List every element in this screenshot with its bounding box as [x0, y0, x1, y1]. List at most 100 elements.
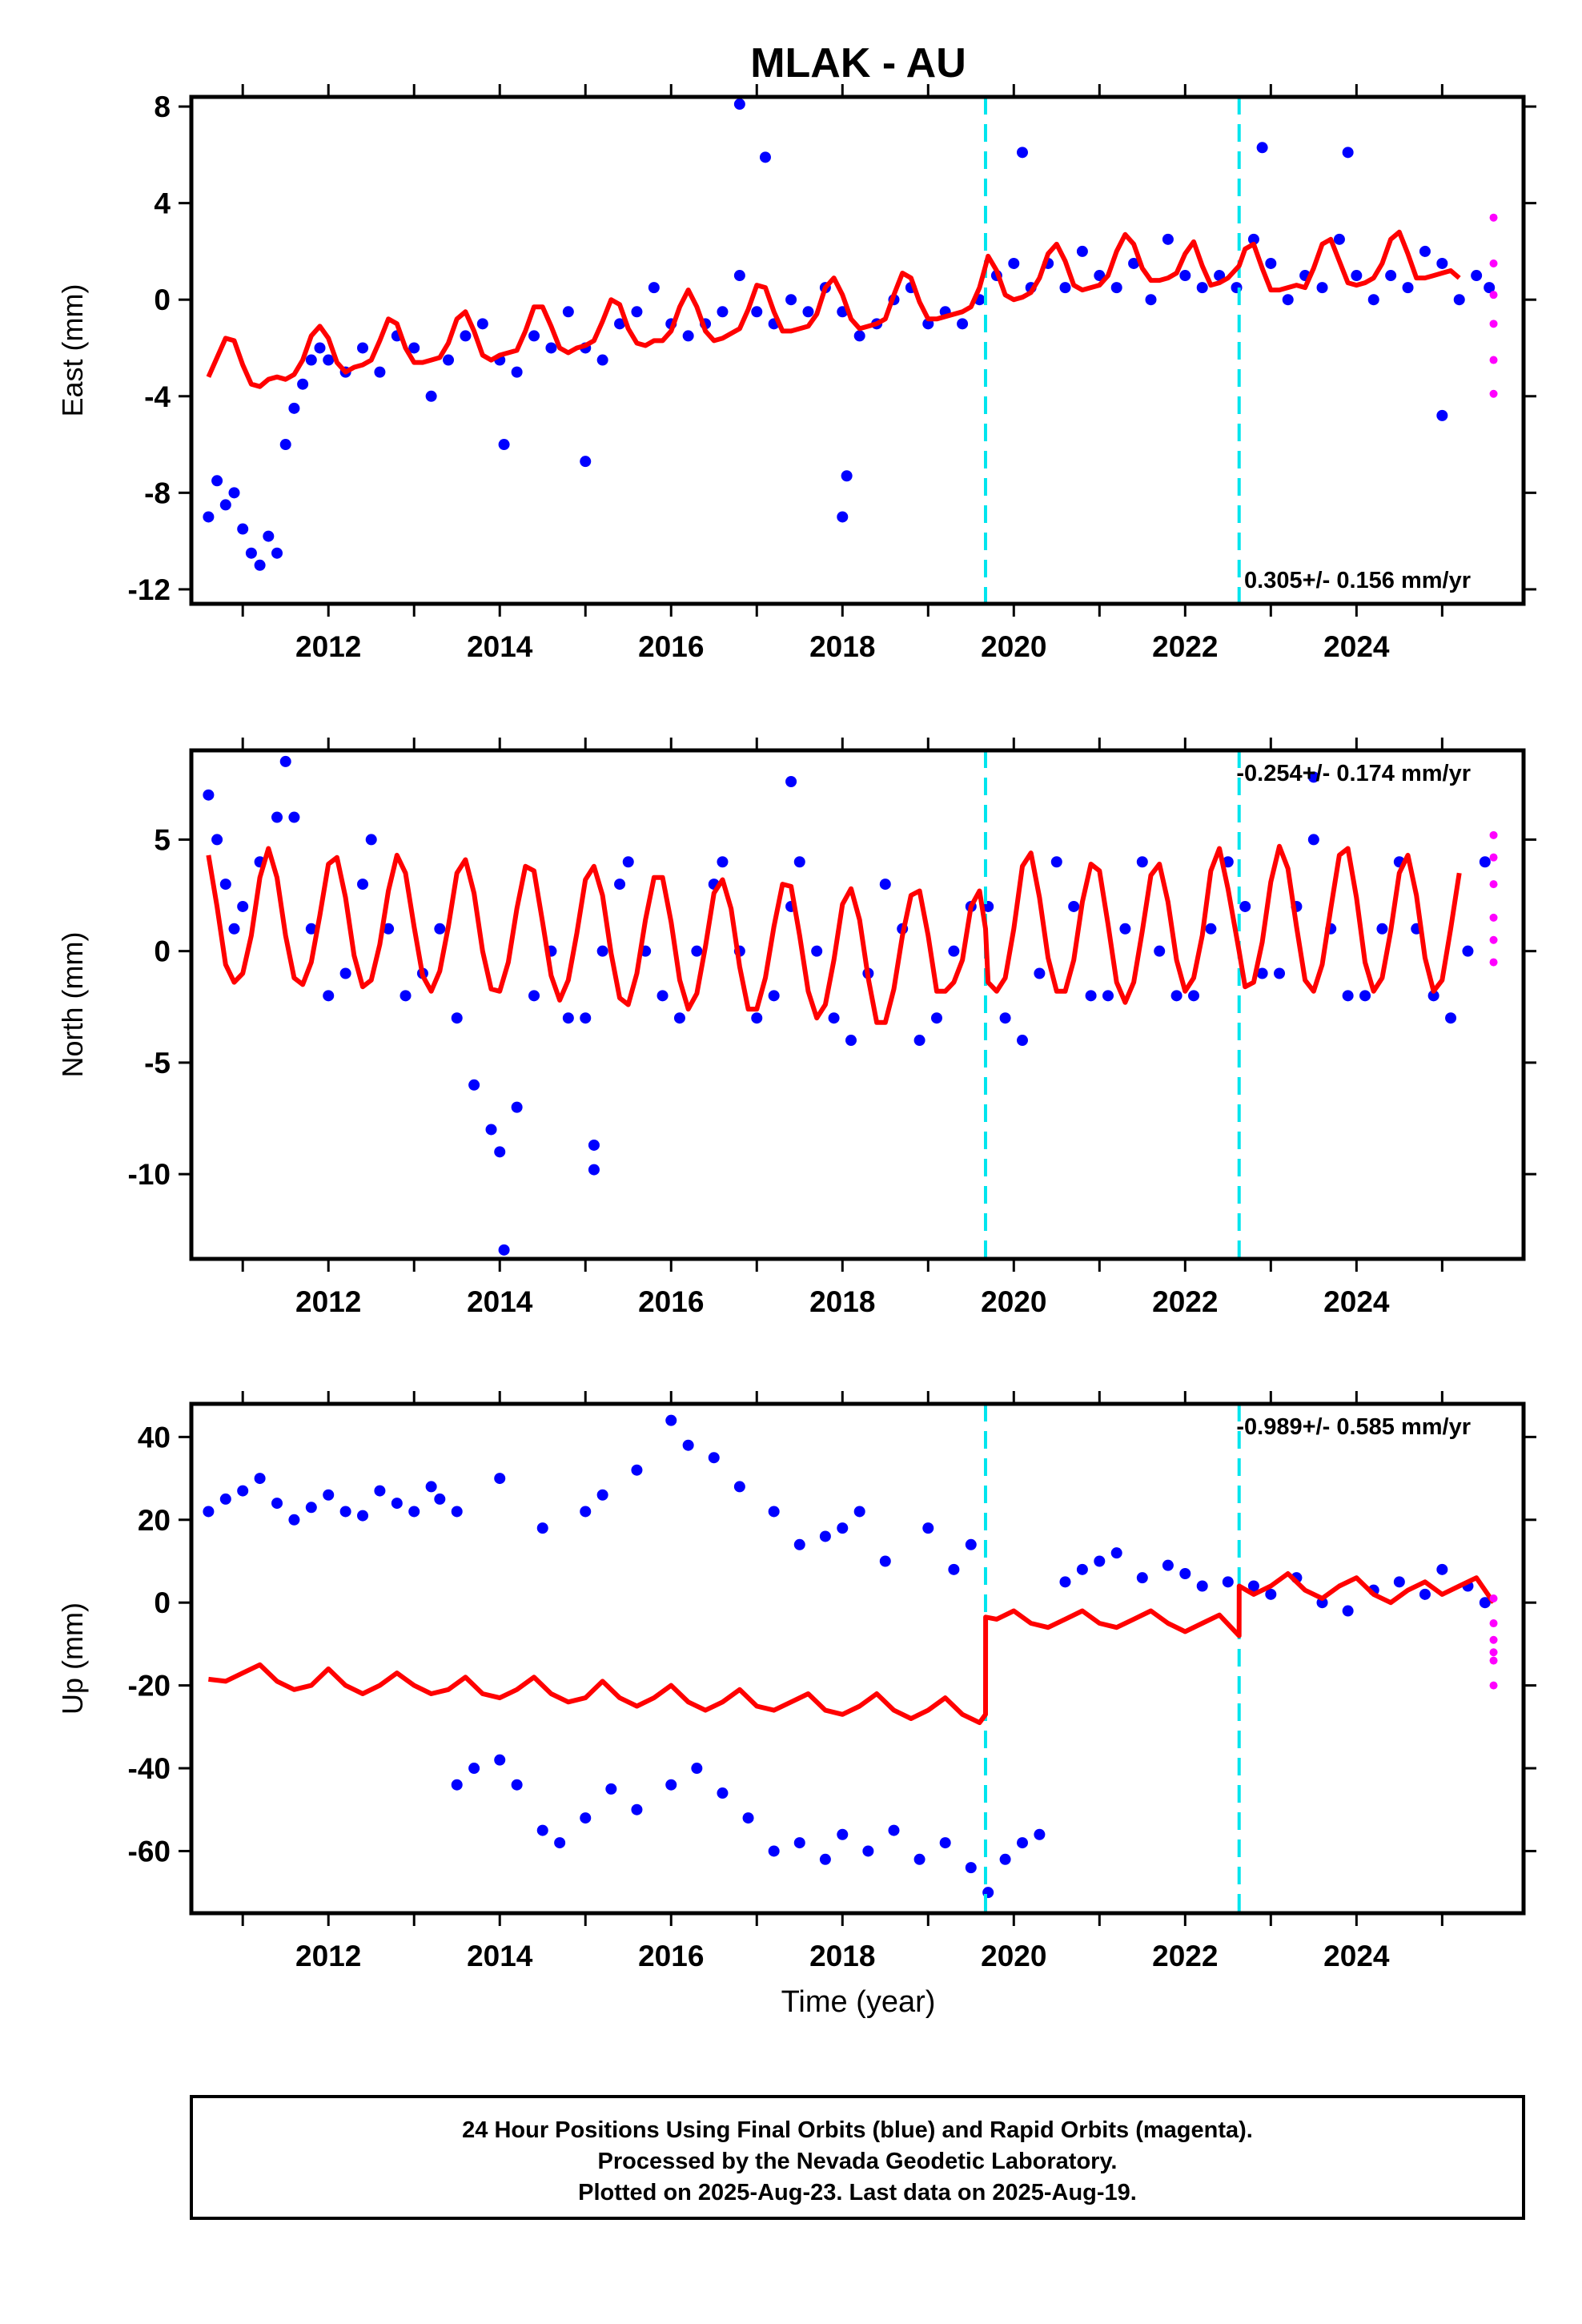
final-orbit-point — [1008, 257, 1020, 269]
final-orbit-point — [498, 1244, 510, 1256]
final-orbit-point — [254, 1473, 266, 1485]
final-orbit-point — [1419, 1588, 1431, 1600]
rapid-orbit-point — [1489, 958, 1498, 967]
final-orbit-point — [339, 1506, 351, 1518]
final-orbit-point — [785, 294, 797, 306]
final-orbit-point — [1265, 1588, 1277, 1600]
rapid-orbit-point — [1489, 356, 1498, 364]
final-orbit-point — [965, 1538, 977, 1550]
rapid-orbit-point — [1489, 1656, 1498, 1665]
velocity-rate-label: -0.989+/- 0.585 mm/yr — [1236, 1414, 1471, 1440]
rapid-orbit-point — [1489, 320, 1498, 328]
final-orbit-point — [588, 1139, 600, 1151]
final-orbit-point — [1265, 257, 1277, 269]
final-orbit-point — [339, 967, 351, 979]
final-orbit-point — [528, 990, 540, 1002]
final-orbit-point — [879, 879, 891, 891]
final-orbit-point — [913, 1853, 926, 1865]
final-orbit-point — [717, 306, 729, 318]
plot-frame — [189, 94, 1526, 606]
rapid-orbit-point — [1489, 935, 1498, 944]
final-orbit-point — [443, 354, 455, 366]
y-tick-label: -8 — [144, 476, 171, 509]
footer-line-3: Plotted on 2025-Aug-23. Last data on 202… — [578, 2180, 1137, 2205]
final-orbit-point — [1367, 294, 1379, 306]
rapid-orbit-point — [1489, 913, 1498, 922]
velocity-rate-label: -0.254+/- 0.174 mm/yr — [1236, 761, 1471, 786]
y-tick-label: 5 — [154, 823, 171, 856]
final-orbit-point — [1471, 270, 1483, 282]
final-orbit-point — [631, 1803, 643, 1815]
y-tick-label: -40 — [128, 1752, 171, 1785]
y-tick-label: -20 — [128, 1670, 171, 1703]
final-orbit-point — [237, 523, 249, 535]
final-orbit-point — [237, 1485, 249, 1497]
final-orbit-point — [1196, 1580, 1208, 1592]
final-orbit-point — [1119, 923, 1131, 935]
velocity-rate-label: 0.305+/- 0.156 mm/yr — [1244, 568, 1471, 593]
x-tick-label: 2014 — [467, 1285, 533, 1318]
rapid-orbit-point — [1489, 830, 1498, 839]
y-tick-label: -12 — [128, 573, 171, 606]
final-orbit-point — [219, 499, 231, 511]
final-orbit-point — [656, 990, 669, 1002]
footer-line-1: 24 Hour Positions Using Final Orbits (bl… — [462, 2117, 1253, 2143]
y-tick-label: -10 — [128, 1158, 171, 1191]
final-orbit-point — [837, 511, 849, 523]
final-orbit-point — [768, 1845, 780, 1857]
final-orbit-point — [451, 1779, 463, 1791]
final-orbit-point — [922, 1522, 934, 1534]
plot-frame — [189, 1401, 1526, 1916]
final-orbit-point — [1351, 270, 1363, 282]
final-orbit-point — [717, 856, 729, 868]
final-orbit-point — [1170, 990, 1182, 1002]
final-orbit-point — [1162, 1559, 1174, 1571]
rapid-orbit-point — [1489, 880, 1498, 889]
final-orbit-point — [1427, 990, 1439, 1002]
final-orbit-point — [1274, 967, 1286, 979]
final-orbit-point — [614, 879, 626, 891]
final-orbit-point — [965, 1862, 977, 1874]
final-orbit-point — [1110, 1547, 1122, 1559]
final-orbit-point — [1094, 270, 1106, 282]
final-orbit-point — [374, 1485, 386, 1497]
x-tick-label: 2020 — [981, 1285, 1046, 1318]
x-tick-label: 2018 — [809, 1285, 875, 1318]
final-orbit-point — [819, 1530, 831, 1542]
final-orbit-point — [263, 530, 275, 542]
panel-up: 40 20 0 -20 -40 -60 2012 2014 2016 2018 2020 2022 20… — [56, 1391, 1536, 1972]
final-orbit-point — [498, 439, 510, 451]
final-orbit-point — [768, 990, 780, 1002]
final-orbit-point — [237, 900, 249, 912]
final-orbit-point — [948, 1563, 960, 1575]
final-orbit-point — [1402, 282, 1414, 294]
rapid-orbit-point — [1489, 389, 1498, 398]
model-fit-line — [206, 229, 1461, 389]
final-orbit-point — [759, 151, 771, 163]
final-orbit-point — [408, 342, 420, 354]
final-orbit-point — [733, 1481, 745, 1493]
final-orbit-point — [1342, 147, 1354, 159]
final-orbit-point — [580, 1506, 592, 1518]
chart-title: MLAK - AU — [750, 40, 966, 86]
footer-box: 24 Hour Positions Using Final Orbits (bl… — [190, 2095, 1525, 2220]
final-orbit-point — [211, 475, 223, 487]
x-tick-label: 2012 — [295, 1285, 361, 1318]
final-orbit-point — [1247, 233, 1259, 245]
final-orbit-point — [802, 306, 814, 318]
final-orbit-point — [1376, 923, 1388, 935]
rapid-orbit-point — [1489, 1635, 1498, 1644]
final-orbit-point — [1016, 1035, 1028, 1047]
final-orbit-point — [528, 330, 540, 342]
final-orbit-point — [554, 1837, 566, 1849]
final-orbit-point — [562, 1012, 574, 1024]
final-orbit-point — [1214, 270, 1226, 282]
final-orbit-point — [494, 1146, 506, 1158]
final-orbit-point — [305, 1502, 317, 1514]
final-orbit-point — [468, 1763, 480, 1775]
final-orbit-point — [1239, 900, 1251, 912]
final-orbit-point — [271, 547, 283, 559]
final-orbit-point — [219, 879, 231, 891]
final-orbit-point — [862, 1845, 874, 1857]
final-orbit-point — [288, 1514, 300, 1526]
